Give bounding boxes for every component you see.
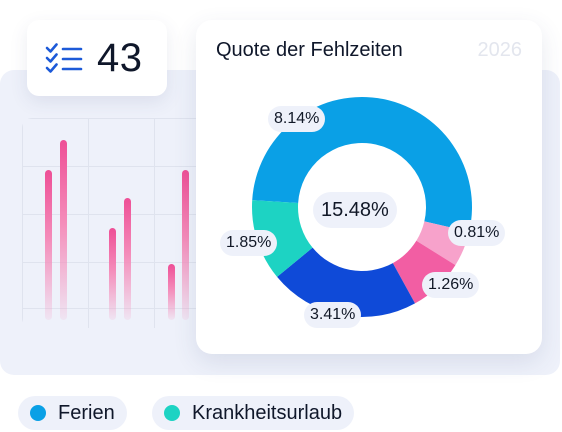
chart-title: Quote der Fehlzeiten <box>216 39 403 61</box>
checklist-icon <box>45 42 83 81</box>
background-bar <box>182 170 189 320</box>
slice-label-lightpink: 0.81% <box>448 220 506 246</box>
background-bar <box>109 228 116 320</box>
legend-dot-krankheitsurlaub <box>164 405 180 421</box>
count-card: 43 <box>27 20 167 96</box>
donut-slice-unlabeled-blue <box>277 247 416 317</box>
legend-dot-ferien <box>30 405 46 421</box>
center-total: 15.48% <box>313 192 397 228</box>
donut-slice-krankheitsurlaub <box>252 200 313 277</box>
count-value: 43 <box>97 36 143 80</box>
slice-label-pink: 1.26% <box>422 272 480 298</box>
background-bar <box>45 170 52 320</box>
background-bar-chart <box>22 118 222 328</box>
background-bar <box>60 140 67 320</box>
donut-slice-unlabeled-pink <box>392 240 456 304</box>
slice-label-ferien: 8.14% <box>268 106 326 132</box>
slice-label-krankheitsurlaub: 1.85% <box>220 230 278 256</box>
legend-item-ferien: Ferien <box>18 396 127 430</box>
legend-label-ferien: Ferien <box>58 401 115 424</box>
legend-label-krankheitsurlaub: Krankheitsurlaub <box>192 401 343 424</box>
background-bar <box>168 264 175 320</box>
background-bar <box>124 198 131 320</box>
chart-year: 2026 <box>477 39 523 61</box>
donut-chart <box>252 96 473 317</box>
slice-label-blue: 3.41% <box>304 302 362 328</box>
legend-item-krankheitsurlaub: Krankheitsurlaub <box>152 396 355 430</box>
chart-card: Quote der Fehlzeiten 2026 8.14% 1.85% 3.… <box>196 20 542 354</box>
